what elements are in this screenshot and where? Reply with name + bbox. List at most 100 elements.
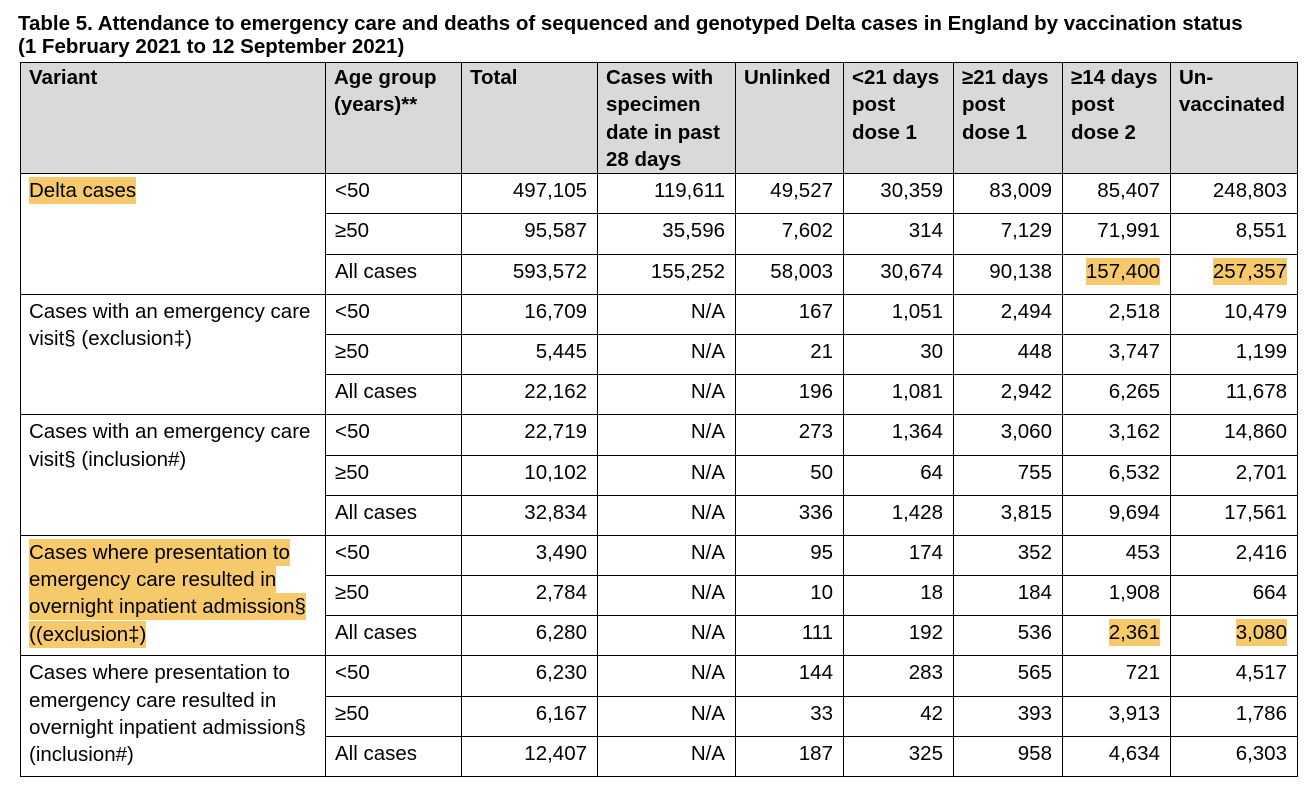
highlighted-value: 3,080: [1235, 619, 1287, 647]
unlinked-cell: 273: [735, 414, 844, 456]
ge21-days-post-dose-1-cell: 2,494: [953, 293, 1063, 335]
cases-past-28-days-cell: 155,252: [597, 253, 736, 295]
ge14-days-post-dose-2-cell: 3,747: [1062, 333, 1171, 376]
ge21-days-post-dose-1-cell: 536: [953, 615, 1063, 657]
cases-past-28-days-cell: N/A: [597, 374, 736, 416]
lt21-days-post-dose-1-cell: 174: [843, 534, 954, 577]
ge14-days-post-dose-2-cell: 721: [1062, 655, 1171, 697]
variant-cell: Cases where presentation to emergency ca…: [20, 534, 326, 657]
table-row: Delta cases <50 497,105 119,611 49,527 30,359…: [20, 173, 1298, 295]
unvaccinated-cell: 4,517: [1170, 655, 1298, 697]
variant-label: Delta cases: [29, 177, 137, 205]
age-group-cell: <50: [325, 414, 462, 456]
ge21-days-post-dose-1-cell: 7,129: [953, 213, 1063, 255]
ge14-days-post-dose-2-cell: 85,407: [1062, 173, 1171, 215]
unlinked-cell: 111: [735, 615, 844, 657]
ge14-days-post-dose-2-cell: 9,694: [1062, 494, 1171, 536]
table-row: Cases with an emergency care visit§ (exc…: [20, 293, 1298, 416]
ge14-days-post-dose-2-cell: 157,400: [1062, 253, 1171, 295]
age-group-cell: <50: [325, 173, 462, 215]
total-cell: 497,105: [461, 173, 598, 215]
unvaccinated-cell: 664: [1170, 575, 1298, 617]
cases-past-28-days-cell: N/A: [597, 494, 736, 536]
age-group-cell: ≥50: [325, 213, 462, 255]
unlinked-cell: 58,003: [735, 253, 844, 295]
ge14-days-post-dose-2-cell: 2,518: [1062, 293, 1171, 335]
cases-past-28-days-cell: N/A: [597, 695, 736, 737]
unlinked-cell: 10: [735, 575, 844, 617]
unvaccinated-cell: 11,678: [1170, 374, 1298, 416]
table-row: All cases 6,280 N/A 111 192 536 2,361 3,080: [21, 615, 1298, 657]
unlinked-cell: 187: [735, 735, 844, 778]
total-cell: 12,407: [461, 735, 598, 778]
unvaccinated-cell: 1,786: [1170, 695, 1298, 737]
lt21-days-post-dose-1-cell: 30,359: [843, 173, 954, 215]
highlighted-value: 257,357: [1212, 257, 1287, 285]
unlinked-cell: 336: [735, 494, 844, 536]
table-row: All cases 32,834 N/A 336 1,428 3,815 9,694 17,5…: [21, 494, 1298, 536]
variant-cell: Cases where presentation to emergency ca…: [20, 655, 326, 777]
lt21-days-post-dose-1-cell: 42: [843, 695, 954, 737]
table-title: Table 5. Attendance to emergency care an…: [18, 12, 1243, 58]
unvaccinated-cell: 2,701: [1170, 454, 1298, 496]
lt21-days-post-dose-1-cell: 64: [843, 454, 954, 496]
cases-past-28-days-cell: N/A: [597, 293, 736, 335]
table-row: ≥50 2,784 N/A 10 18 184 1,908 664: [21, 575, 1298, 617]
unvaccinated-cell: 2,416: [1170, 534, 1298, 577]
ge21-days-post-dose-1-cell: 565: [953, 655, 1063, 697]
age-group-cell: <50: [325, 293, 462, 335]
ge14-days-post-dose-2-cell: 4,634: [1062, 735, 1171, 778]
unlinked-cell: 7,602: [735, 213, 844, 255]
ge21-days-post-dose-1-cell: 958: [953, 735, 1063, 778]
ge21-days-post-dose-1-cell: 184: [953, 575, 1063, 617]
ge21-days-post-dose-1-cell: 2,942: [953, 374, 1063, 416]
column-header-total: Total: [461, 61, 598, 175]
cases-past-28-days-cell: 119,611: [597, 173, 736, 215]
unvaccinated-cell: 17,561: [1170, 494, 1298, 536]
unlinked-cell: 95: [735, 534, 844, 577]
table-row: ≥50 95,587 35,596 7,602 314 7,129 71,991 8,551: [21, 213, 1298, 255]
total-cell: 6,280: [461, 615, 598, 657]
lt21-days-post-dose-1-cell: 1,428: [843, 494, 954, 536]
lt21-days-post-dose-1-cell: 283: [843, 655, 954, 697]
unlinked-cell: 50: [735, 454, 844, 496]
column-header-unlinked: Unlinked: [735, 61, 844, 175]
attendance-table: Variant Age group (years)** Total Cases …: [20, 61, 1298, 778]
total-cell: 3,490: [461, 534, 598, 577]
table-row: ≥50 5,445 N/A 21 30 448 3,747 1,199: [21, 333, 1298, 376]
table-header: Variant Age group (years)** Total Cases …: [20, 61, 1298, 175]
column-header-cases-past-28-days: Cases with specimen date in past 28 days: [597, 61, 736, 175]
ge14-days-post-dose-2-cell: 2,361: [1062, 615, 1171, 657]
table-title-line-1: Table 5. Attendance to emergency care an…: [18, 12, 1243, 35]
age-group-cell: ≥50: [325, 575, 462, 617]
column-header-age-group: Age group (years)**: [325, 61, 462, 175]
age-group-cell: ≥50: [325, 454, 462, 496]
table-row: All cases 22,162 N/A 196 1,081 2,942 6,265 11,6…: [21, 374, 1298, 416]
highlighted-value: 2,361: [1108, 619, 1160, 647]
total-cell: 6,167: [461, 695, 598, 737]
cases-past-28-days-cell: N/A: [597, 735, 736, 778]
total-cell: 593,572: [461, 253, 598, 295]
ge14-days-post-dose-2-cell: 3,913: [1062, 695, 1171, 737]
variant-cell: Cases with an emergency care visit§ (exc…: [20, 293, 326, 416]
column-header-lt21-days-post-dose-1: <21 days post dose 1: [843, 61, 954, 175]
age-group-cell: ≥50: [325, 333, 462, 376]
ge21-days-post-dose-1-cell: 393: [953, 695, 1063, 737]
unlinked-cell: 33: [735, 695, 844, 737]
table-title-line-2: (1 February 2021 to 12 September 2021): [18, 34, 405, 58]
unvaccinated-cell: 10,479: [1170, 293, 1298, 335]
total-cell: 32,834: [461, 494, 598, 536]
lt21-days-post-dose-1-cell: 30,674: [843, 253, 954, 295]
unlinked-cell: 49,527: [735, 173, 844, 215]
ge14-days-post-dose-2-cell: 1,908: [1062, 575, 1171, 617]
table-row: ≥50 6,167 N/A 33 42 393 3,913 1,786: [21, 695, 1298, 737]
unlinked-cell: 21: [735, 333, 844, 376]
unvaccinated-cell: 257,357: [1170, 253, 1298, 295]
cases-past-28-days-cell: N/A: [597, 333, 736, 376]
unvaccinated-cell: 1,199: [1170, 333, 1298, 376]
ge21-days-post-dose-1-cell: 448: [953, 333, 1063, 376]
age-group-cell: <50: [325, 655, 462, 697]
total-cell: 95,587: [461, 213, 598, 255]
ge14-days-post-dose-2-cell: 6,532: [1062, 454, 1171, 496]
ge21-days-post-dose-1-cell: 755: [953, 454, 1063, 496]
